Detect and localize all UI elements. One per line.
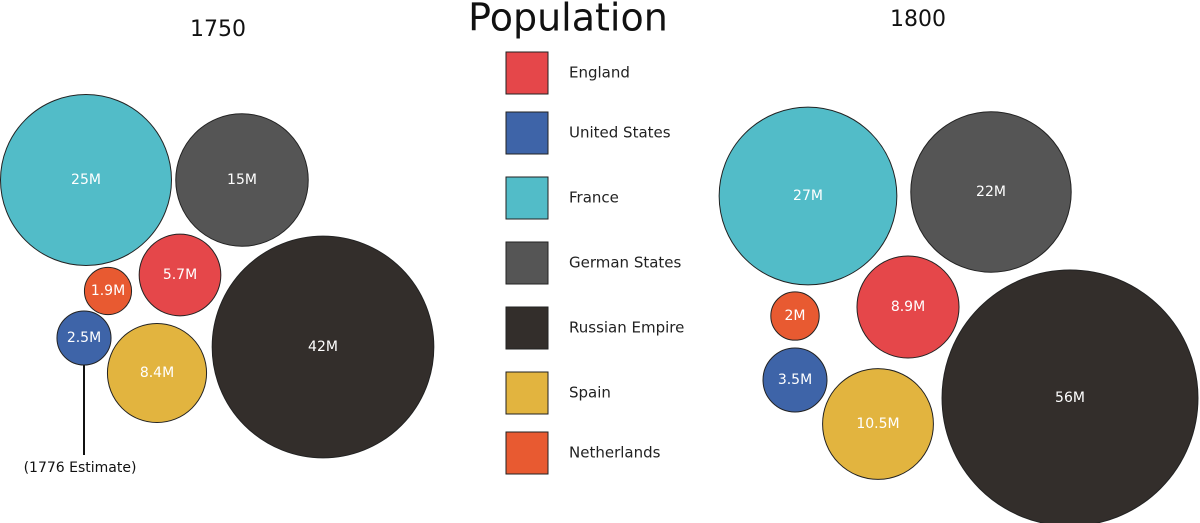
bubble [138,233,222,317]
legend-swatch [505,111,549,155]
value-label: 2.5M [67,330,101,346]
legend-swatch [505,306,549,350]
value-label: 15M [227,172,257,188]
bubble [718,106,898,286]
value-label: 2M [785,308,806,324]
chart-title: 1800 [890,7,946,32]
legend-swatch [505,51,549,95]
legend-label: Netherlands [569,444,661,462]
value-label: 10.5M [856,416,899,432]
bubble [941,269,1199,523]
value-label: 5.7M [163,267,197,283]
value-label: 8.9M [891,299,925,315]
bubble [175,113,309,247]
bubble [0,94,172,266]
value-label: 27M [793,188,823,204]
bubble [106,322,208,424]
legend-label: France [569,189,619,207]
legend-swatch [505,176,549,220]
legend-label: Spain [569,384,611,402]
legend-label: England [569,64,630,82]
value-label: 1.9M [91,283,125,299]
legend-swatch [505,241,549,285]
value-label: 8.4M [140,365,174,381]
bubble [856,255,960,359]
annotation: (1776 Estimate) [24,460,137,476]
legend-label: German States [569,254,682,272]
bubble [762,347,828,413]
bubble [56,310,112,366]
value-label: 22M [976,184,1006,200]
main-title: Population [468,0,668,40]
value-label: 3.5M [778,372,812,388]
value-label: 56M [1055,390,1085,406]
chart-title: 1750 [190,17,246,42]
value-label: 25M [71,172,101,188]
legend-swatch [505,431,549,475]
bubble [822,368,934,480]
bubble [211,235,435,459]
value-label: 42M [308,339,338,355]
bubble [83,266,133,316]
bubble [910,111,1072,273]
legend-label: Russian Empire [569,319,684,337]
legend-swatch [505,371,549,415]
bubble [770,291,820,341]
legend-label: United States [569,124,671,142]
